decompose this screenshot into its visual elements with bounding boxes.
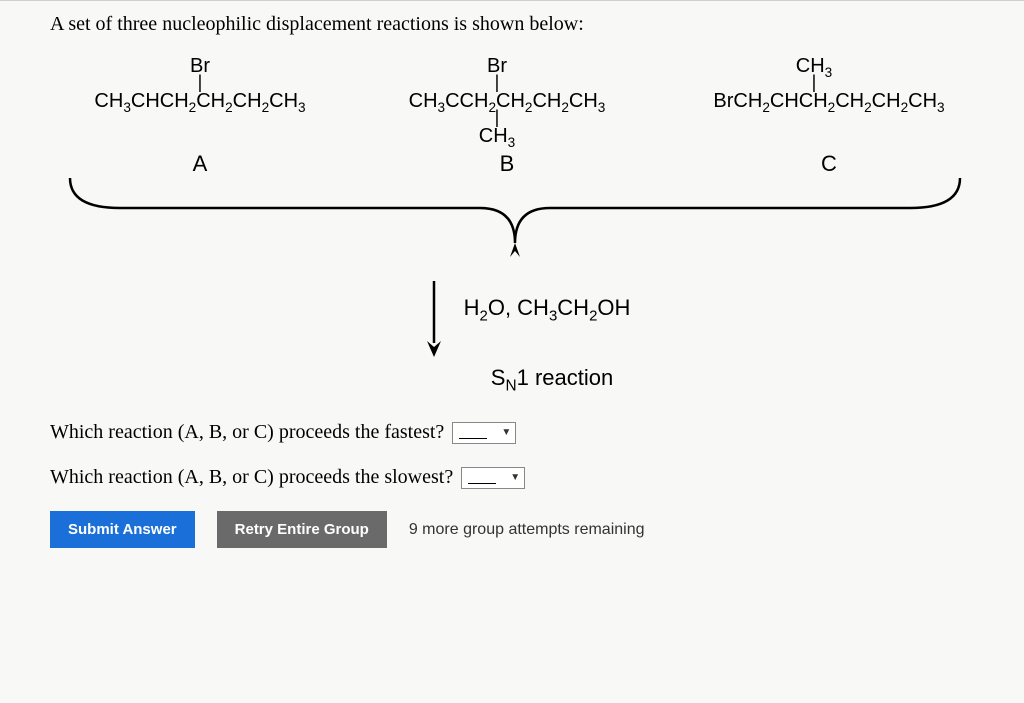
structure-b-top: Br [377,56,637,77]
structure-b-main: CH3CCH2CH2CH2CH3 [377,91,637,112]
structure-b: Br | CH3CCH2CH2CH2CH3 | CH3 [377,56,637,147]
structure-c-top: CH3 [674,56,984,77]
reaction-type: SN1 reaction [50,365,994,391]
slowest-dropdown[interactable] [461,467,525,489]
reaction-conditions: H2O, CH3CH2OH [464,295,631,321]
retry-button[interactable]: Retry Entire Group [217,511,387,548]
structure-b-bottom: CH3 [377,126,637,147]
fastest-dropdown[interactable] [452,422,516,444]
question-slowest-row: Which reaction (A, B, or C) proceeds the… [50,466,994,489]
problem-container: A set of three nucleophilic displacement… [0,0,1024,703]
bond-line: | [60,77,340,91]
curly-brace [50,173,994,283]
structure-a: Br | CH3CHCH2CH2CH2CH3 [60,56,340,112]
structure-a-main: CH3CHCH2CH2CH2CH3 [60,91,340,112]
submit-button[interactable]: Submit Answer [50,511,195,548]
structure-c: CH3 | BrCH2CHCH2CH2CH2CH3 [674,56,984,112]
question-fastest-text: Which reaction (A, B, or C) proceeds the… [50,421,444,444]
structures-row: Br | CH3CHCH2CH2CH2CH3 Br | CH3CCH2CH2CH… [50,56,994,147]
button-row: Submit Answer Retry Entire Group 9 more … [50,511,994,548]
structure-c-main: BrCH2CHCH2CH2CH2CH3 [674,91,984,112]
questions-block: Which reaction (A, B, or C) proceeds the… [50,421,994,489]
arrow-conditions: H2O, CH3CH2OH [50,281,994,359]
attempts-remaining: 9 more group attempts remaining [409,521,645,539]
question-fastest-row: Which reaction (A, B, or C) proceeds the… [50,421,994,444]
down-arrow-icon [422,281,446,359]
bond-line: | [377,77,637,91]
question-slowest-text: Which reaction (A, B, or C) proceeds the… [50,466,453,489]
intro-text: A set of three nucleophilic displacement… [50,13,994,36]
